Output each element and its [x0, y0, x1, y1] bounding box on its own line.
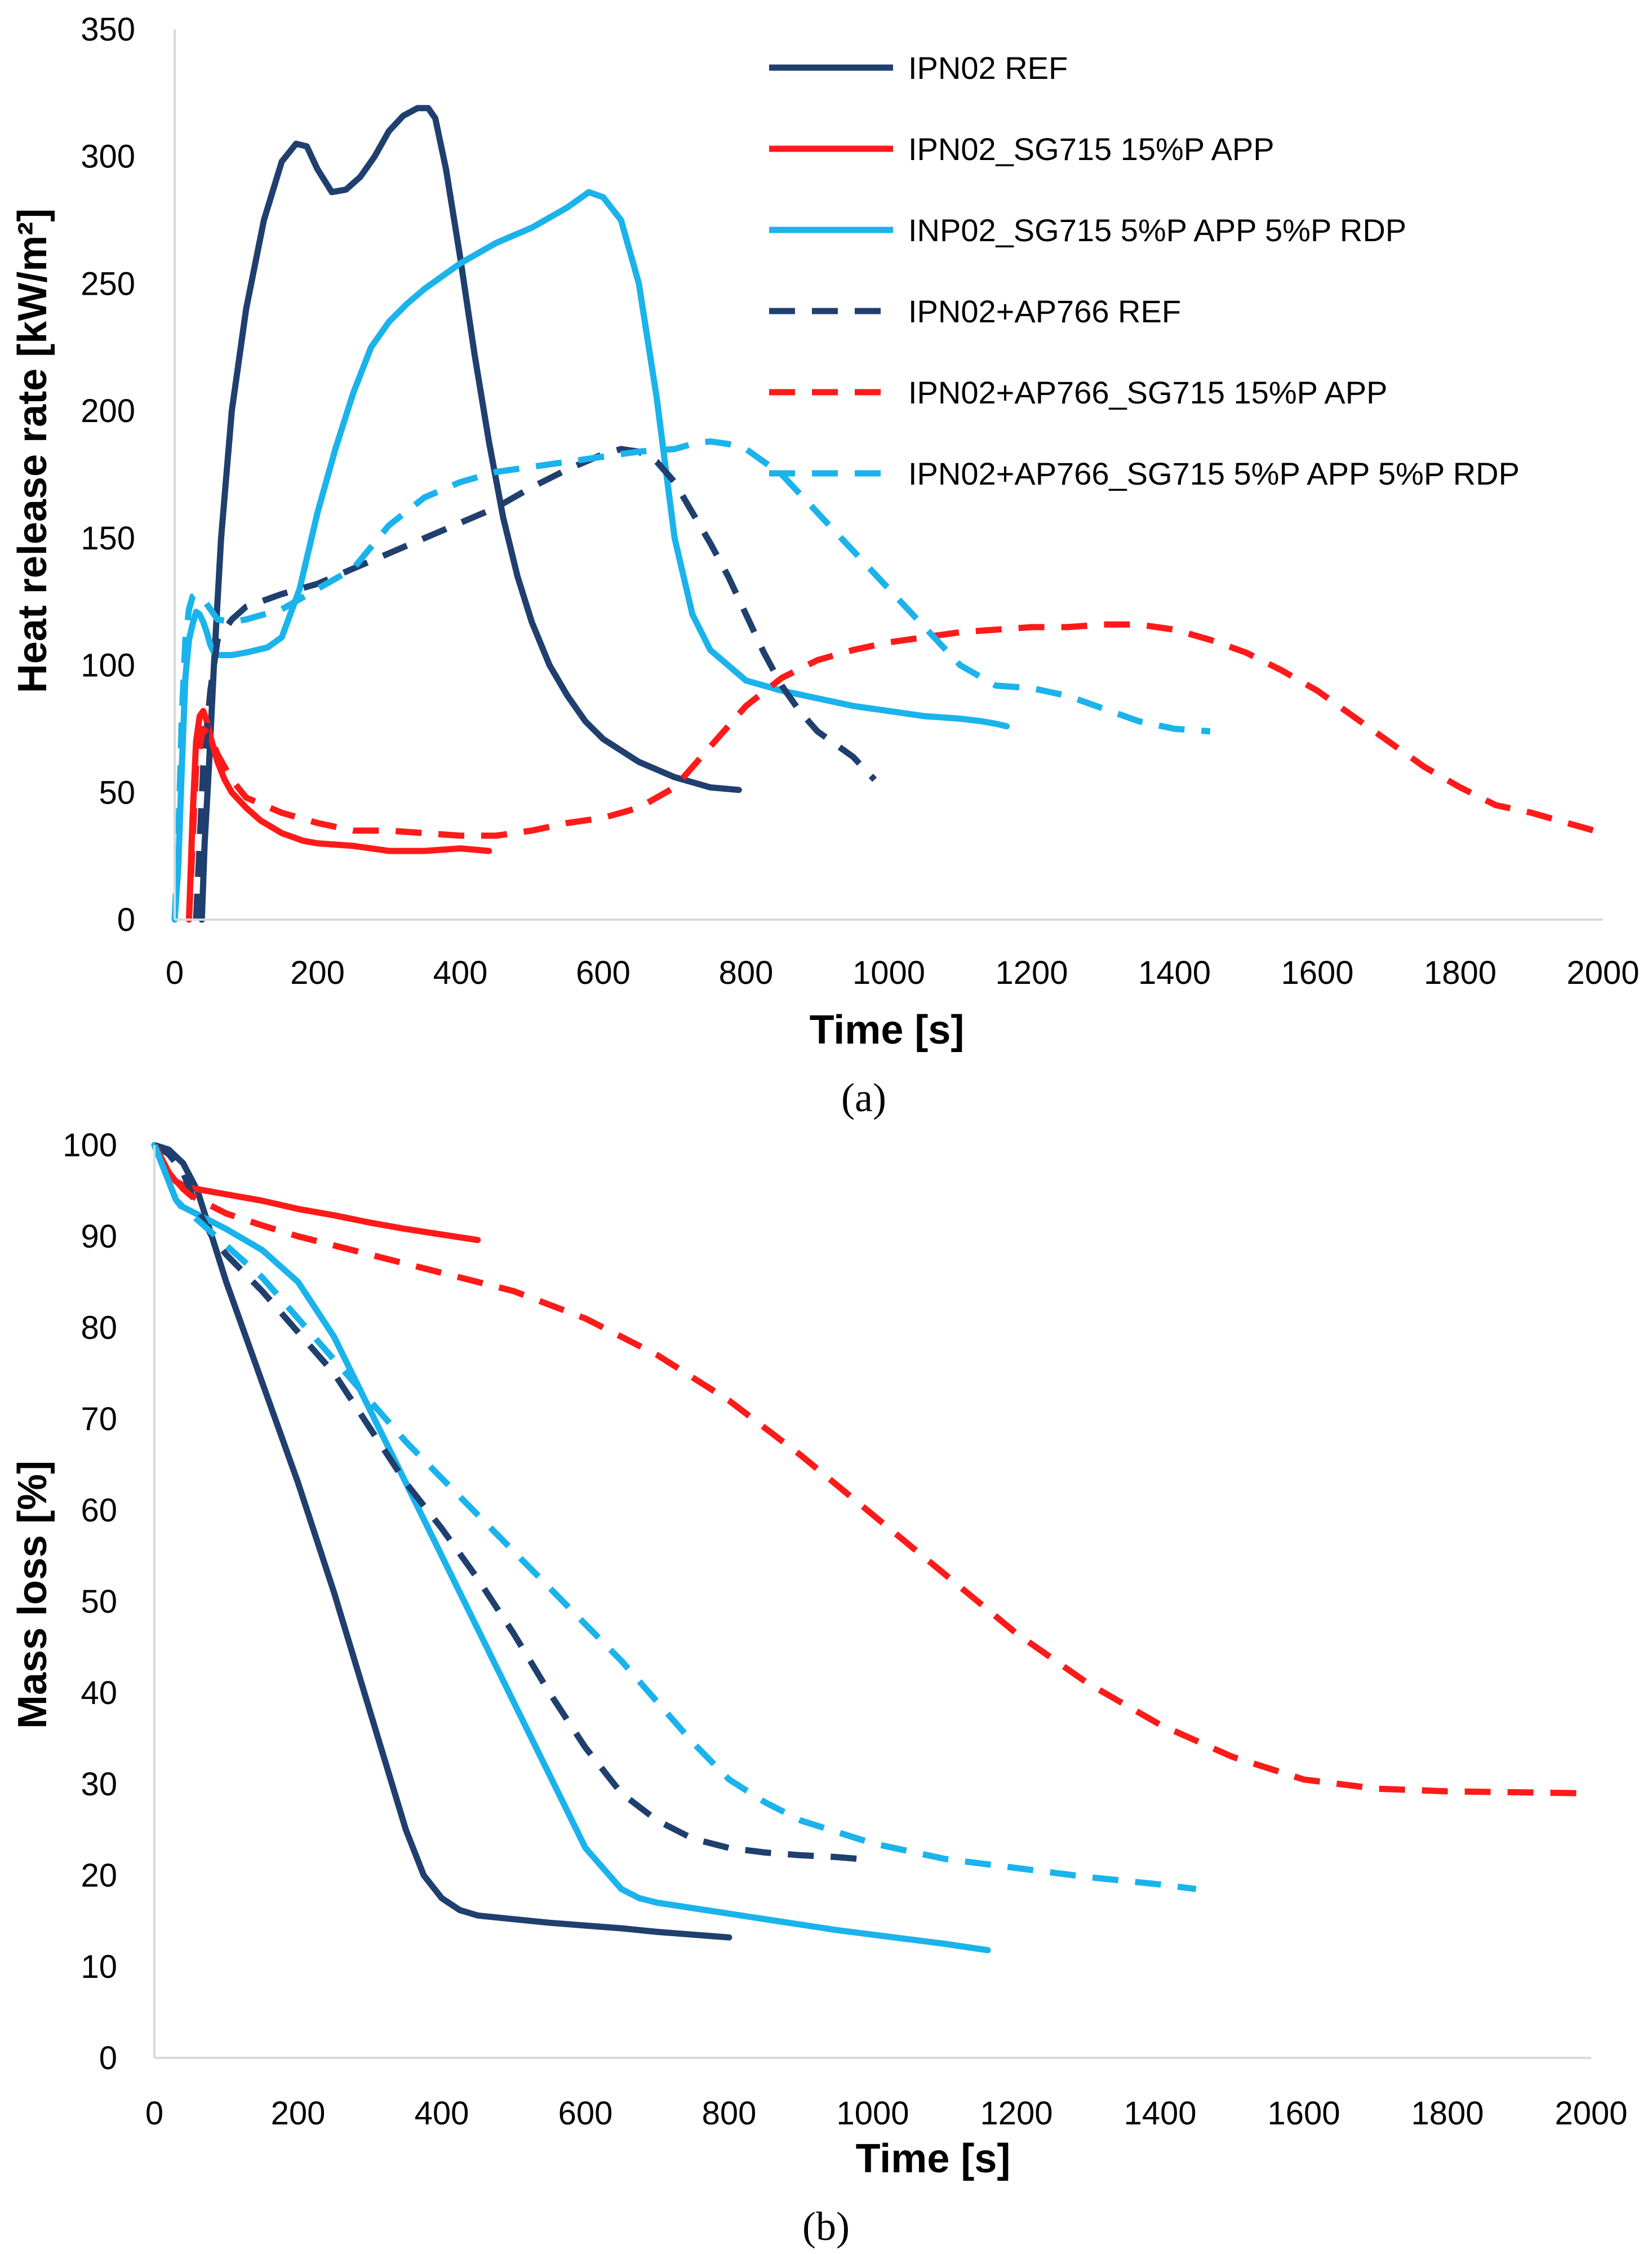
panel-b-y-tick-label: 40: [81, 1675, 117, 1711]
panel-a-heat-release: 0 200 400 600 800 1000 1200 1400 1600 1800 2000 0 5…: [10, 11, 1640, 1120]
panel-a-x-tick-label: 0: [166, 955, 184, 991]
panel-a-x-ticks: 0 200 400 600 800 1000 1200 1400 1600 1800 2000: [166, 955, 1640, 991]
panel-b-x-tick-label: 600: [558, 2095, 613, 2132]
panel-b-series-line-6: [151, 1143, 1197, 1892]
panel-b-y-tick-label: 90: [81, 1218, 117, 1255]
panel-b-x-tick-label: 1600: [1267, 2095, 1340, 2132]
panel-b-series-line-3: [151, 1142, 991, 1954]
panel-a-y-tick-label: 300: [81, 139, 135, 175]
panel-a-y-tick-label: 0: [117, 902, 135, 938]
panel-a-y-axis-title: Heat release rate [kW/m²]: [10, 208, 55, 693]
panel-b-x-tick-label: 800: [702, 2095, 757, 2132]
panel-a-y-tick-label: 350: [81, 11, 135, 48]
legend-label-3: INP02_SG715 5%P APP 5%P RDP: [908, 212, 1406, 248]
panel-b-label: (b): [802, 2204, 850, 2249]
legend-label-2: IPN02_SG715 15%P APP: [908, 131, 1274, 167]
panel-a-series-line-1: [198, 105, 742, 923]
panel-a-x-tick-label: 1600: [1281, 955, 1353, 991]
panel-a-x-tick-label: 1000: [852, 955, 925, 991]
panel-b-y-axis-title: Mass loss [%]: [10, 1461, 55, 1729]
panel-a-y-tick-label: 50: [99, 774, 135, 811]
panel-a-x-tick-label: 800: [719, 955, 774, 991]
panel-a-x-tick-label: 1400: [1138, 955, 1211, 991]
panel-a-x-axis-title: Time [s]: [810, 1008, 965, 1053]
panel-a-series: [171, 105, 1604, 923]
panel-b-x-ticks: 0 200 400 600 800 1000 1200 1400 1600 1800 2000: [145, 2095, 1628, 2132]
panel-b-y-tick-label: 10: [81, 1949, 117, 1985]
panel-a-y-tick-label: 250: [81, 265, 135, 302]
panel-a-series-line-2: [185, 708, 492, 923]
legend-label-1: IPN02 REF: [908, 50, 1068, 86]
panel-b-mass-loss: 0 200 400 600 800 1000 1200 1400 1600 1800 2000 0 1…: [10, 1127, 1628, 2249]
panel-a-series-line-6: [171, 438, 1211, 920]
panel-b-x-axis-title: Time [s]: [856, 2136, 1011, 2181]
panel-a-y-tick-label: 150: [81, 520, 135, 557]
panel-b-series-line-1: [151, 1142, 732, 1941]
legend: IPN02 REF IPN02_SG715 15%P APP INP02_SG715…: [769, 50, 1520, 491]
panel-a-y-tick-label: 100: [81, 647, 135, 684]
panel-a-x-tick-label: 1800: [1424, 955, 1496, 991]
panel-b-y-tick-label: 30: [81, 1766, 117, 1803]
legend-label-6: IPN02+AP766_SG715 5%P APP 5%P RDP: [908, 456, 1520, 491]
panel-b-y-tick-label: 100: [63, 1127, 117, 1164]
panel-a-x-tick-label: 1200: [995, 955, 1068, 991]
panel-b-x-tick-label: 200: [271, 2095, 326, 2132]
panel-b-x-tick-label: 1000: [836, 2095, 909, 2132]
panel-b-series-line-2: [151, 1142, 481, 1243]
legend-label-5: IPN02+AP766_SG715 15%P APP: [908, 375, 1387, 410]
panel-b-x-tick-label: 1200: [980, 2095, 1053, 2132]
legend-label-4: IPN02+AP766 REF: [908, 294, 1181, 329]
panel-a-y-tick-label: 200: [81, 393, 135, 429]
panel-b-x-tick-label: 1800: [1411, 2095, 1484, 2132]
panel-a-x-tick-label: 600: [576, 955, 630, 991]
panel-b-x-tick-label: 2000: [1555, 2095, 1627, 2132]
panel-b-x-tick-label: 0: [145, 2095, 163, 2132]
panel-a-label: (a): [841, 1075, 886, 1120]
panel-b-y-tick-label: 0: [99, 2040, 117, 2076]
panel-b-x-tick-label: 1400: [1123, 2095, 1196, 2132]
panel-b-series: [151, 1142, 1577, 1954]
panel-a-x-tick-label: 400: [433, 955, 488, 991]
panel-b-y-ticks: 0 10 20 30 40 50 60 70 80 90 100: [63, 1127, 117, 2076]
panel-b-series-line-5: [152, 1143, 1577, 1796]
panel-b-x-tick-label: 400: [415, 2095, 469, 2132]
panel-b-y-tick-label: 80: [81, 1310, 117, 1346]
panel-a-x-tick-label: 2000: [1566, 955, 1639, 991]
panel-b-y-tick-label: 50: [81, 1583, 117, 1620]
panel-b-y-tick-label: 60: [81, 1492, 117, 1529]
panel-a-x-tick-label: 200: [290, 955, 345, 991]
panel-b-y-tick-label: 20: [81, 1857, 117, 1894]
panel-b-y-tick-label: 70: [81, 1401, 117, 1437]
panel-a-y-ticks: 0 50 100 150 200 250 300 350: [81, 11, 135, 938]
